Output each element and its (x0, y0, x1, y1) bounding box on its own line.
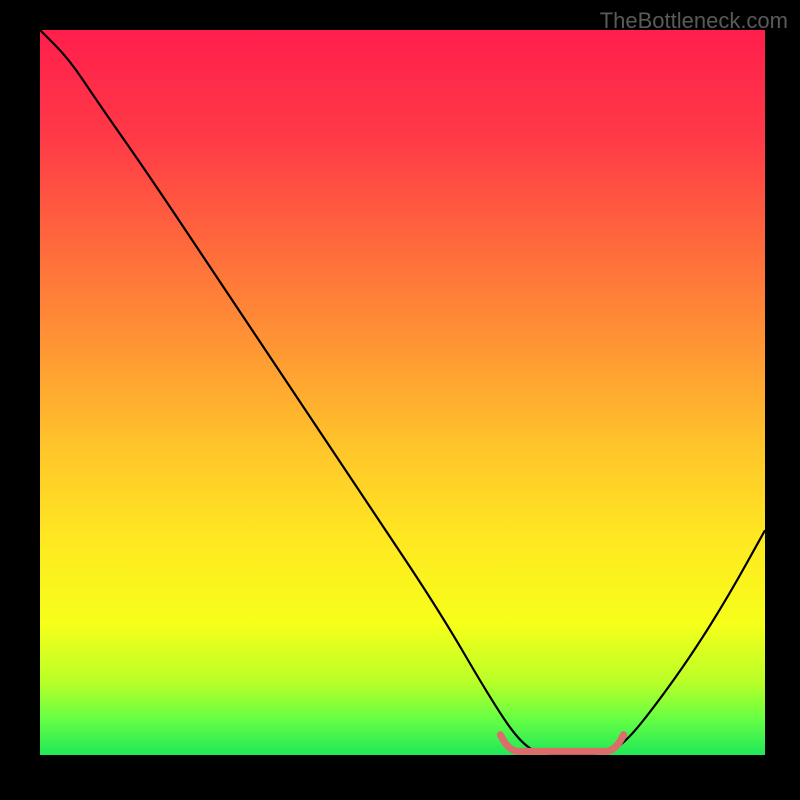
chart-container (0, 0, 800, 800)
plot-area (40, 30, 765, 755)
chart-svg (40, 30, 765, 755)
bottleneck-curve (40, 30, 765, 755)
watermark-text: TheBottleneck.com (600, 8, 788, 34)
